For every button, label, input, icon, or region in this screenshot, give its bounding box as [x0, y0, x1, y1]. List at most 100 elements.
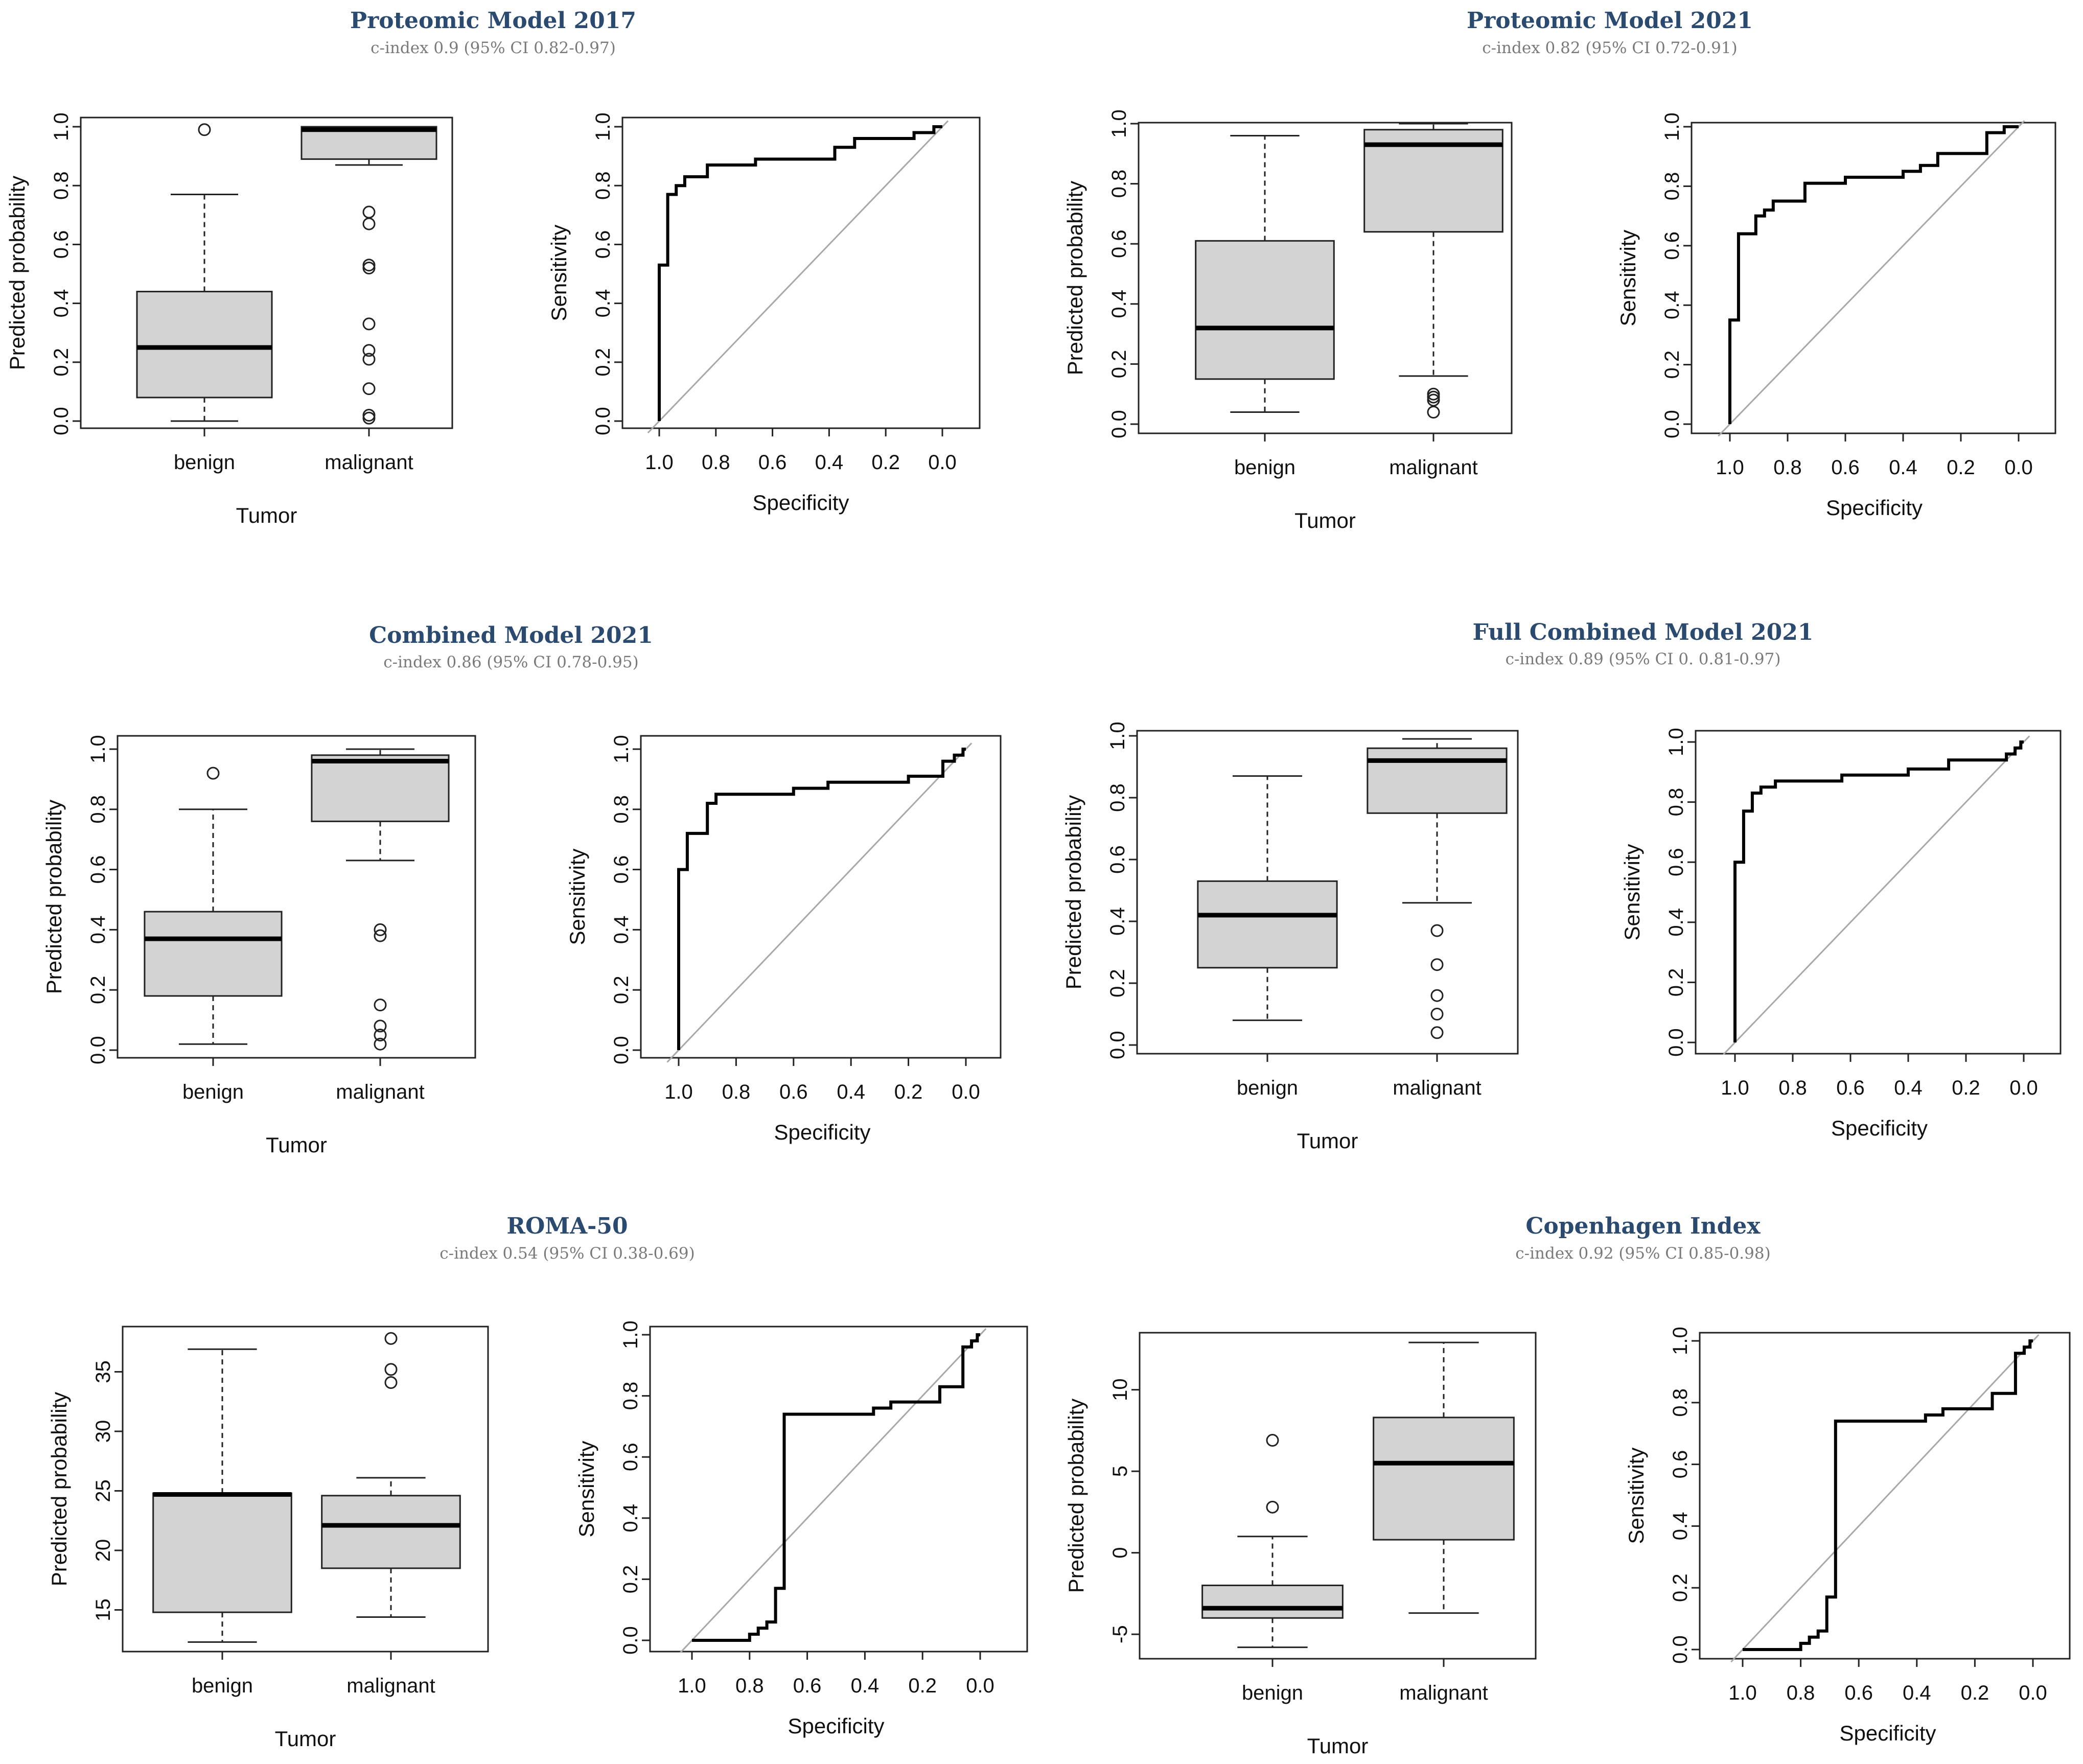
x-tick-label: 0.8: [722, 1081, 751, 1103]
box-malignant: [1367, 738, 1508, 1039]
y-tick-label: 0.0: [1108, 410, 1130, 438]
x-category-label: benign: [1234, 456, 1295, 479]
y-tick-label: 35: [92, 1360, 114, 1383]
y-tick-label: 1.0: [87, 735, 109, 763]
y-axis-title: Sensitivity: [574, 1441, 598, 1537]
outlier-point: [362, 317, 376, 331]
y-tick-label: 0.2: [1108, 350, 1130, 379]
x-tick-label: 1.0: [678, 1675, 706, 1697]
x-tick-label: 0.6: [1836, 1077, 1865, 1099]
y-tick-label: 1.0: [1106, 722, 1129, 750]
panel-title-copenhagen-index: Copenhagen Index: [1525, 1213, 1761, 1239]
x-axis-title: Specificity: [774, 1120, 870, 1144]
box-iqr: [144, 911, 283, 997]
x-tick-label: 0.4: [837, 1081, 865, 1103]
chance-diagonal: [647, 120, 949, 434]
y-axis-title: Sensitivity: [1620, 844, 1644, 940]
x-tick-label: 0.0: [2019, 1682, 2047, 1704]
y-tick-label: 0.0: [1669, 1635, 1692, 1664]
x-tick-label: 0.6: [758, 451, 787, 474]
y-tick-label: 0.8: [592, 171, 614, 200]
box-malignant: [321, 1332, 461, 1618]
y-tick-label: 0.8: [610, 795, 633, 824]
outlier-point: [1266, 1500, 1279, 1514]
y-tick-label: 0.6: [1661, 231, 1683, 260]
y-tick-label: 0.4: [87, 916, 109, 944]
x-tick-label: 1.0: [1716, 456, 1744, 479]
x-axis-title: Tumor: [236, 503, 297, 527]
y-tick-label: 0.2: [592, 348, 614, 377]
y-tick-label: 0.6: [87, 855, 109, 884]
box-benign: [1197, 775, 1338, 1022]
y-tick-label: 0.8: [1665, 788, 1687, 817]
box-benign: [152, 1348, 292, 1643]
box-iqr: [321, 1495, 461, 1569]
panel-subtitle-copenhagen-index: c-index 0.92 (95% CI 0.85-0.98): [1515, 1244, 1770, 1263]
outlier-point: [362, 217, 376, 230]
y-tick-label: 0.4: [1661, 291, 1683, 319]
roc-curve: [1728, 125, 2019, 424]
x-category-label: malignant: [346, 1675, 435, 1697]
y-tick-label: 0.6: [619, 1443, 642, 1471]
y-tick-label: -5: [1109, 1625, 1131, 1643]
y-tick-label: 1.0: [610, 735, 633, 763]
x-axis-title: Specificity: [1839, 1721, 1936, 1745]
y-tick-label: 0.6: [592, 230, 614, 259]
outlier-point: [384, 1363, 398, 1376]
panel-subtitle-combined-2021: c-index 0.86 (95% CI 0.78-0.95): [383, 653, 638, 671]
y-tick-label: 0.2: [87, 976, 109, 1004]
outlier-point: [1430, 1026, 1444, 1039]
plot-frame: [1695, 730, 2062, 1055]
y-tick-label: 25: [92, 1479, 114, 1502]
x-tick-label: 0.4: [1903, 1682, 1931, 1704]
y-tick-label: 30: [92, 1420, 114, 1443]
y-tick-label: 0.4: [1665, 908, 1687, 937]
y-tick-label: 0: [1109, 1547, 1131, 1559]
x-category-label: benign: [192, 1675, 253, 1697]
y-tick-label: 0.0: [619, 1626, 642, 1655]
x-axis-title: Tumor: [1307, 1734, 1369, 1758]
panel-subtitle-full-combined-2021: c-index 0.89 (95% CI 0. 0.81-0.97): [1506, 650, 1781, 668]
x-category-label: benign: [182, 1081, 244, 1103]
x-category-label: benign: [1237, 1077, 1298, 1099]
boxplot-panel-3: 0.0 0.2 0.4 0.6 0.8 1.0 benign malignant Tumor Pr…: [1061, 722, 1519, 1153]
y-tick-label: 0.6: [1665, 848, 1687, 876]
y-tick-label: 0.4: [1108, 290, 1130, 318]
box-malignant: [300, 126, 437, 425]
box-benign: [1201, 1434, 1344, 1649]
outlier-point: [1427, 405, 1440, 419]
x-category-label: malignant: [1393, 1077, 1481, 1099]
panel-subtitle-roma-50: c-index 0.54 (95% CI 0.38-0.69): [439, 1244, 695, 1263]
outlier-point: [384, 1332, 398, 1345]
y-tick-label: 1.0: [1661, 112, 1683, 141]
roc-panel-1: 1.0 0.8 0.6 0.4 0.2 0.0 0.0 0.2 0.4 0.6 0.8 1.0 Spec…: [1616, 112, 2056, 520]
x-axis-title: Tumor: [275, 1727, 336, 1751]
outlier-point: [362, 382, 376, 396]
y-axis-title: Sensitivity: [1624, 1447, 1648, 1544]
x-axis-title: Specificity: [752, 491, 849, 515]
y-tick-label: 0.0: [1661, 410, 1683, 438]
roc-panel-2: 1.0 0.8 0.6 0.4 0.2 0.0 0.0 0.2 0.4 0.6 0.8 1.0 Spec…: [565, 735, 1002, 1144]
box-benign: [144, 767, 283, 1045]
y-axis-title: Predicted probability: [47, 1392, 71, 1587]
box-iqr: [1197, 880, 1338, 969]
roc-curve: [658, 125, 942, 421]
x-tick-label: 0.4: [1889, 456, 1917, 479]
y-tick-label: 0.2: [1669, 1573, 1692, 1602]
outlier-point: [374, 999, 387, 1012]
y-axis-title: Predicted probability: [5, 176, 29, 370]
y-axis-title: Sensitivity: [547, 224, 571, 321]
y-tick-label: 0.8: [50, 171, 73, 200]
box-iqr: [1367, 747, 1508, 814]
y-tick-label: 0.2: [1661, 351, 1683, 379]
x-tick-label: 0.2: [871, 451, 900, 474]
box-malignant: [1363, 123, 1503, 419]
plot-frame: [649, 1326, 1028, 1653]
chance-diagonal: [1718, 120, 2025, 437]
box-iqr: [300, 126, 437, 160]
y-tick-label: 0.8: [1669, 1388, 1692, 1417]
x-tick-label: 0.2: [894, 1081, 923, 1103]
boxplot-panel-4: 15 20 25 30 35 benign malignant Tumor Predicted …: [47, 1326, 489, 1751]
box-iqr: [1373, 1417, 1515, 1541]
outlier-point: [374, 1029, 387, 1042]
